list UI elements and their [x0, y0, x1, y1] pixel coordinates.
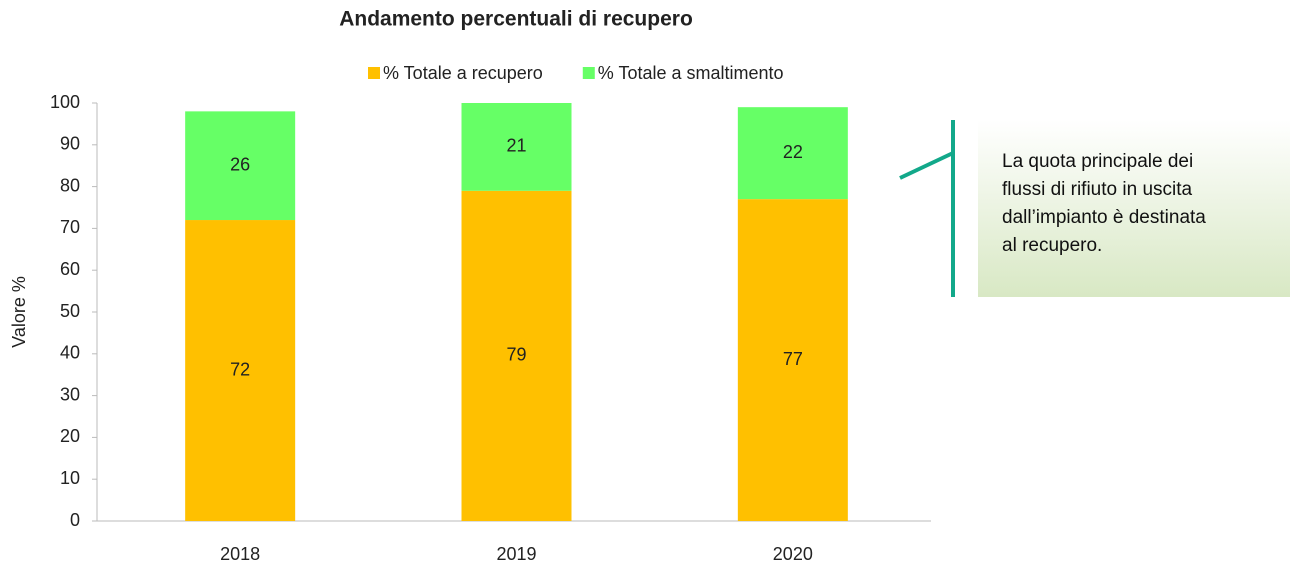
y-tick-label: 30 — [60, 384, 80, 404]
x-tick-label: 2018 — [220, 544, 260, 564]
legend-swatch — [582, 67, 595, 79]
y-tick-label: 80 — [60, 175, 80, 195]
callout-pointer — [899, 151, 954, 180]
data-label: 72 — [230, 359, 250, 379]
legend-label: % Totale a smaltimento — [598, 63, 784, 83]
annotation-line: flussi di rifiuto in uscita — [1002, 179, 1193, 200]
data-label: 79 — [506, 345, 526, 365]
y-tick-label: 20 — [60, 426, 80, 446]
y-tick-label: 10 — [60, 468, 80, 488]
y-tick-label: 60 — [60, 259, 80, 279]
annotation-line: La quota principale dei — [1002, 151, 1194, 172]
bar-segment — [461, 103, 572, 191]
bar-segment — [737, 199, 848, 521]
y-tick-label: 0 — [70, 510, 80, 530]
y-tick-label: 40 — [60, 343, 80, 363]
y-tick-label: 100 — [50, 92, 80, 112]
bar-segment — [461, 190, 572, 521]
bar-segment — [185, 220, 296, 522]
data-label: 26 — [230, 154, 250, 174]
y-tick-label: 90 — [60, 134, 80, 154]
data-label: 22 — [783, 142, 803, 162]
x-tick-label: 2019 — [496, 544, 536, 564]
annotation-line: al recupero. — [1002, 235, 1103, 256]
legend-label: % Totale a recupero — [383, 63, 543, 83]
y-axis-label: Valore % — [9, 276, 29, 348]
data-label: 77 — [783, 349, 803, 369]
bar-segment — [185, 111, 296, 221]
chart-title: Andamento percentuali di recupero — [339, 8, 693, 31]
annotation-line: dall’impianto è destinata — [1002, 207, 1206, 228]
y-tick-label: 70 — [60, 217, 80, 237]
data-label: 21 — [506, 136, 526, 156]
bar-segment — [737, 107, 848, 200]
annotation: La quota principale dei flussi di rifiuto… — [978, 120, 1290, 297]
y-tick-label: 50 — [60, 301, 80, 321]
legend-swatch — [368, 67, 380, 79]
x-tick-label: 2020 — [773, 544, 813, 564]
